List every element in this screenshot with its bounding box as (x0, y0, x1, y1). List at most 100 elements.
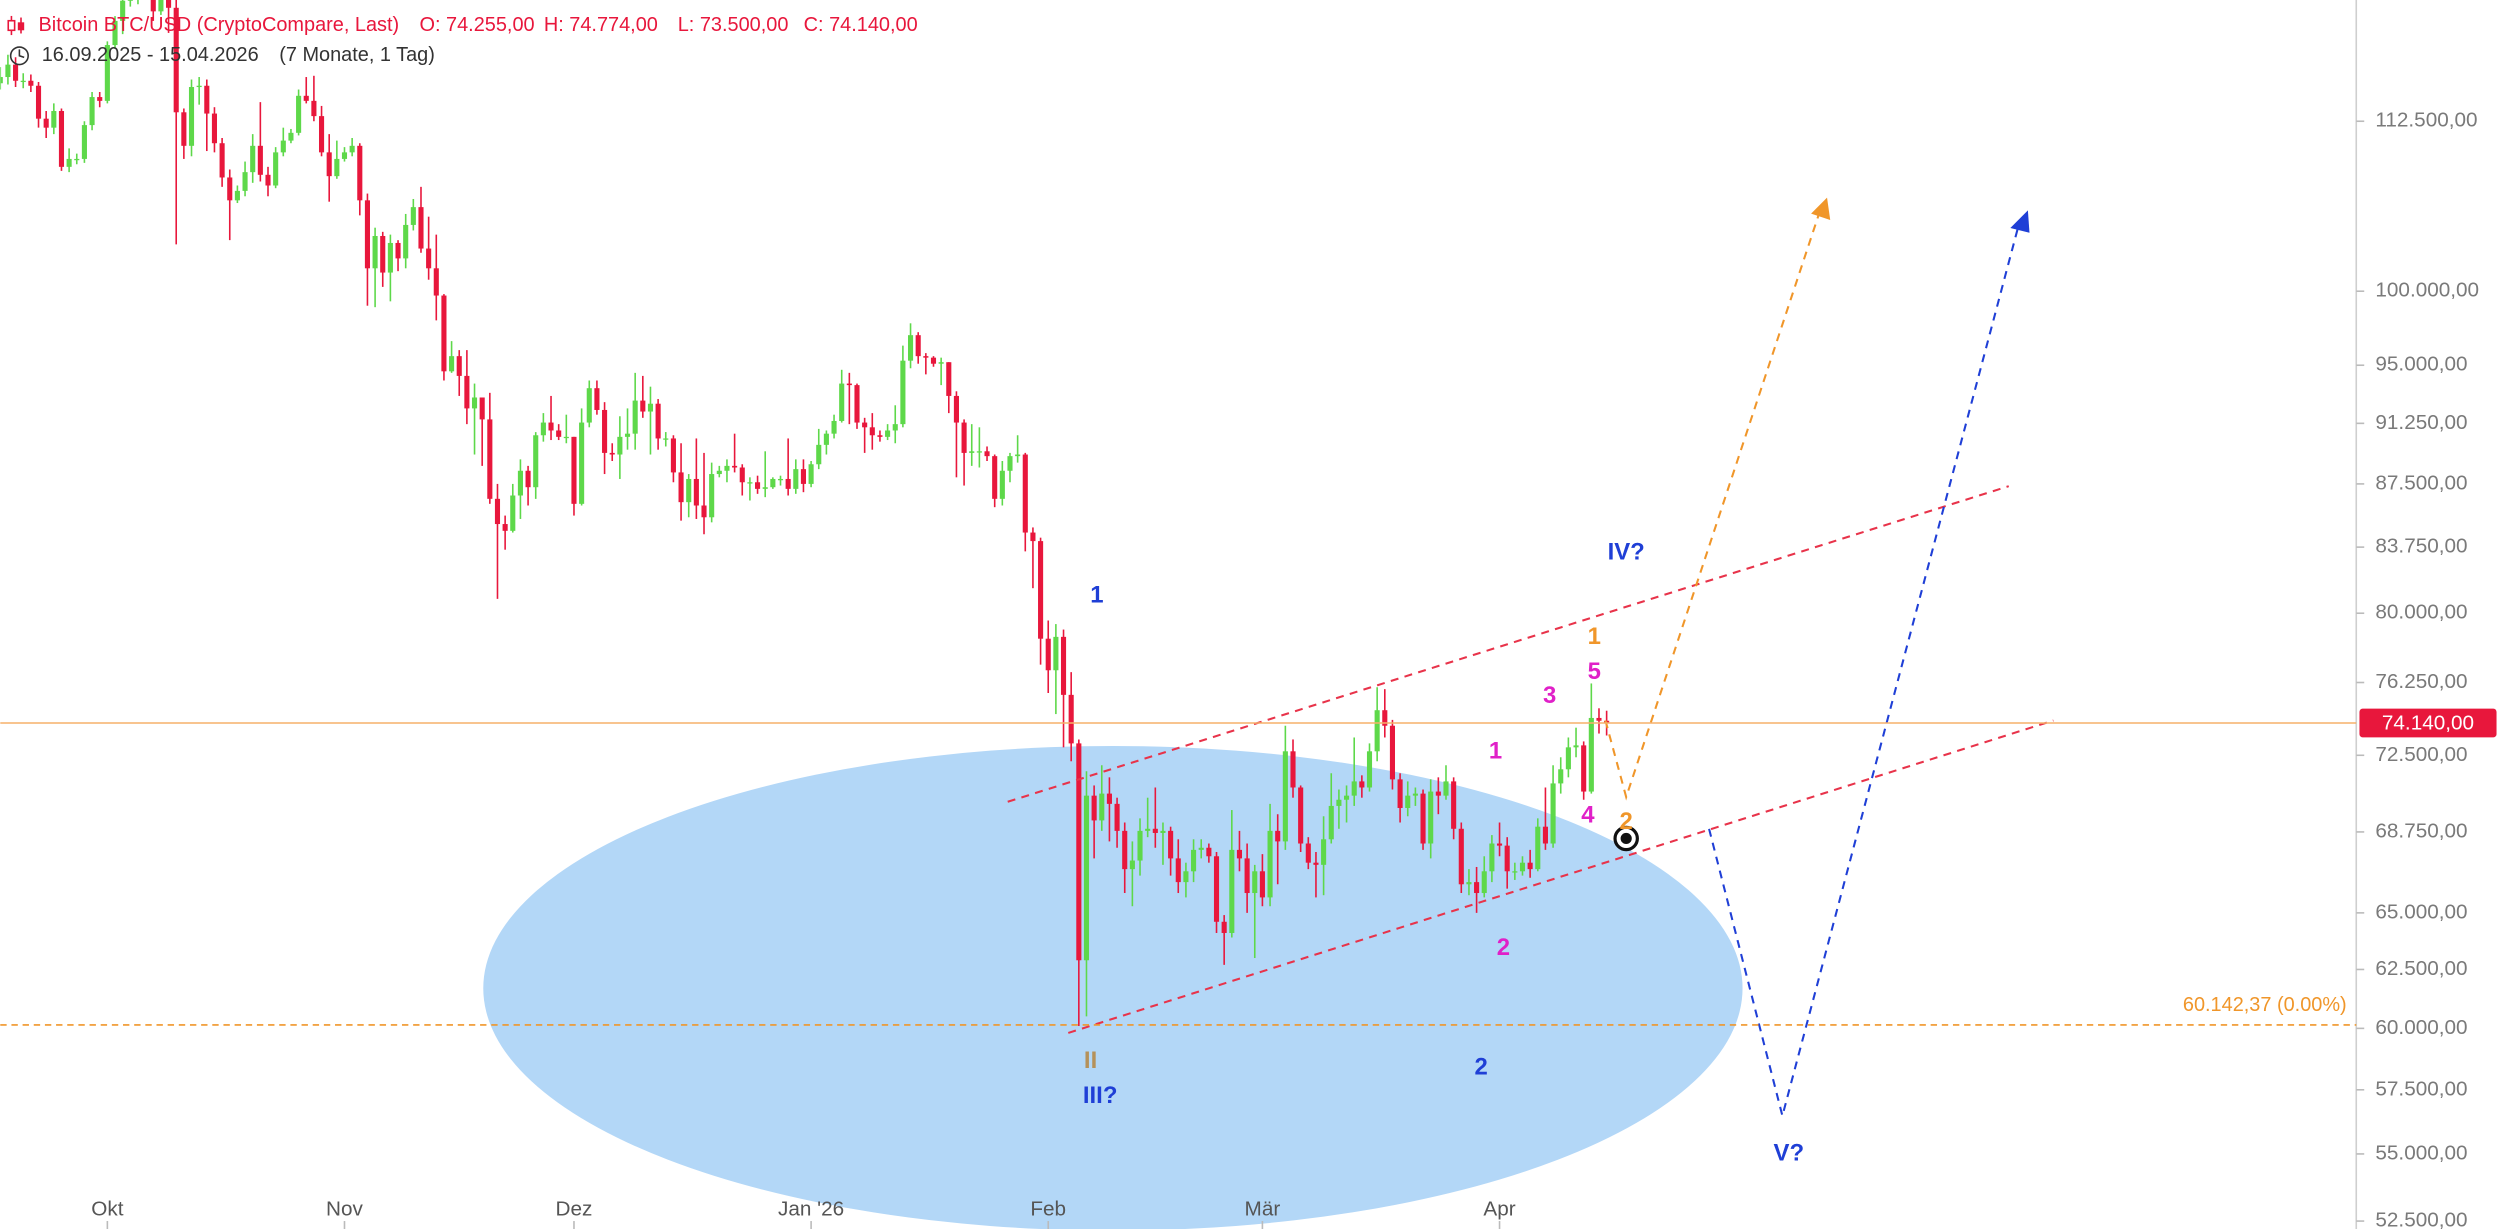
x-tick-label: Dez (556, 1197, 593, 1220)
candle-body (265, 174, 271, 186)
y-tick-label: 55.000,00 (2375, 1141, 2467, 1164)
wave-label: 2 (1474, 1053, 1487, 1080)
candle-body (946, 362, 952, 396)
candle-body (1129, 860, 1135, 870)
candle-body (372, 235, 378, 269)
candle-body (1007, 456, 1013, 471)
candle-body (1053, 636, 1059, 671)
candle-body (1038, 541, 1044, 639)
wave-label: 4 (1581, 801, 1595, 828)
candle-body (0, 77, 3, 84)
candle-body (1290, 751, 1296, 788)
wave-label: 2 (1497, 934, 1510, 961)
y-tick-label: 65.000,00 (2375, 900, 2467, 923)
wave-label: 1 (1489, 738, 1502, 765)
candle-body (1099, 793, 1105, 821)
last-price-label: 74.140,00 (2382, 711, 2474, 734)
candle-body (1588, 717, 1594, 792)
y-tick-label: 68.750,00 (2375, 819, 2467, 842)
y-tick-label: 80.000,00 (2375, 601, 2467, 624)
candle-body (563, 436, 569, 439)
y-tick-label: 62.500,00 (2375, 957, 2467, 980)
candle-body (334, 158, 340, 177)
candle-body (43, 118, 49, 128)
candle-body (869, 427, 875, 436)
candle-body (1145, 828, 1151, 831)
candle-body (410, 207, 416, 225)
candle-body (181, 112, 187, 146)
candle-body (609, 452, 615, 455)
candle-body (296, 95, 302, 133)
candle-body (533, 435, 539, 488)
candle-body (211, 113, 218, 144)
wave-label: 3 (1543, 682, 1556, 709)
candle-body (540, 422, 546, 436)
candle-body (709, 474, 715, 518)
candle-body (28, 80, 34, 86)
candle-body (502, 524, 508, 531)
candle-body (571, 436, 577, 504)
ohlc-label: O: 74.255,00 (420, 14, 535, 36)
candle-body (97, 97, 103, 101)
icon (7, 19, 16, 32)
candle-body (357, 145, 363, 201)
channel-upper (1007, 485, 2010, 803)
candle-body (1328, 805, 1334, 840)
candle-body (242, 172, 248, 191)
candle-body (1489, 843, 1495, 872)
candle-body (1122, 830, 1128, 870)
candle-body (663, 438, 669, 440)
candle-body (678, 472, 684, 503)
candle-body (1435, 791, 1441, 796)
candle-body (617, 436, 623, 455)
candle-body (892, 424, 898, 431)
channel-lower (1067, 719, 2054, 1034)
orange-path (1604, 213, 1821, 801)
candle-body (1168, 830, 1174, 859)
candle-body (602, 409, 608, 453)
candle-body (1114, 803, 1120, 831)
candle-body (632, 400, 638, 434)
candle-body (992, 456, 998, 499)
candle-body (556, 430, 562, 437)
candle-body (89, 97, 95, 126)
candle-body (1504, 845, 1510, 872)
candle-body (349, 145, 355, 153)
candle-body (517, 470, 523, 496)
x-tick-label: Nov (326, 1197, 363, 1220)
candle-body (793, 469, 799, 489)
candle-body (273, 152, 279, 186)
chart-title: Bitcoin BTC/USD (CryptoCompare, Last) (39, 14, 400, 36)
candle-body (13, 64, 19, 81)
x-tick-label: Jan '26 (778, 1197, 844, 1220)
candle-body (670, 438, 676, 473)
candle-body (1558, 769, 1564, 784)
candle-body (1045, 638, 1051, 671)
candle-body (877, 435, 883, 437)
candle-body (823, 433, 829, 445)
candle-body (150, 0, 156, 12)
candle-body (739, 467, 745, 483)
candle-body (724, 465, 730, 471)
candle-body (510, 495, 516, 531)
candle-body (1382, 710, 1388, 726)
header: Bitcoin BTC/USD (CryptoCompare, Last) O:… (7, 14, 918, 66)
candle-body (303, 95, 309, 101)
candle-body (1152, 828, 1158, 833)
blue-arrowhead (2010, 210, 2030, 233)
clock-icon (18, 49, 25, 59)
candle-body (456, 356, 462, 376)
candle-body (686, 478, 692, 503)
candle-body (1106, 793, 1112, 804)
x-tick-label: Apr (1483, 1197, 1515, 1220)
last-price-tag (2359, 708, 2497, 738)
candle-body (969, 451, 975, 453)
candle-body (1466, 882, 1472, 885)
candle-body (1565, 747, 1571, 770)
candle-body (1474, 882, 1480, 894)
candle-body (624, 433, 631, 437)
candle-body (846, 383, 852, 386)
candle-body (930, 357, 937, 364)
